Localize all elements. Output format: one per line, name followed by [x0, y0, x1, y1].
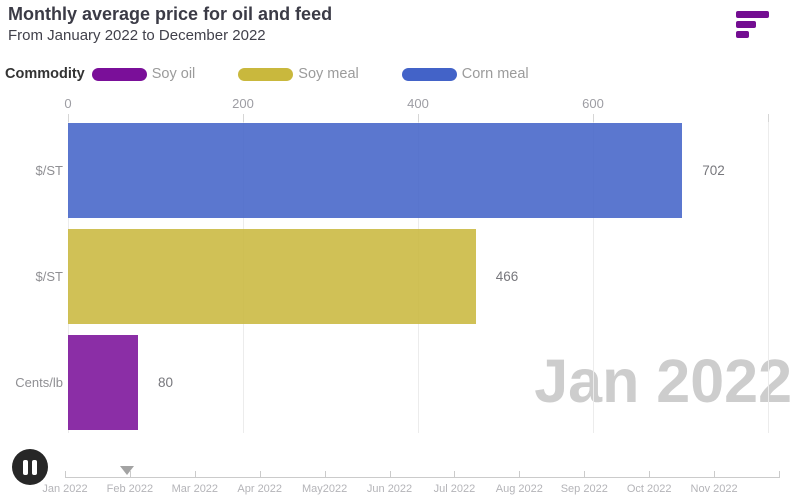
timeline-tick	[454, 471, 456, 478]
corn-meal-swatch	[401, 67, 457, 81]
axis-tick-label: 400	[407, 96, 429, 111]
legend-item-soy-oil[interactable]: Soy oil	[91, 66, 196, 82]
timeline-tick	[194, 471, 196, 478]
timeline-month-label: Apr 2022	[237, 483, 283, 495]
bar-soy-oil[interactable]	[68, 335, 138, 430]
timeline-tick	[584, 471, 586, 478]
soy-oil-swatch	[91, 67, 147, 81]
timeline-month-label: Jan 2022	[42, 483, 88, 495]
timeline-month-label: Mar 2022	[171, 483, 219, 495]
timeline-month-label: Feb 2022	[106, 483, 154, 495]
timeline-month-label: Jun 2022	[366, 483, 413, 495]
timeline-tick	[714, 471, 716, 478]
value-label: 466	[495, 269, 519, 284]
timeline-track[interactable]	[65, 477, 779, 478]
value-label: 702	[702, 163, 725, 178]
page-title: Monthly average price for oil and feed	[8, 4, 333, 24]
axis-tick	[593, 114, 594, 122]
timeline-tick	[649, 471, 651, 478]
timeline-month-label: May2022	[301, 483, 348, 495]
category-label: Cents/lb	[15, 375, 63, 390]
timeline-month-label: Nov 2022	[690, 483, 738, 495]
timeline-month-label: Jul 2022	[433, 483, 476, 495]
timeline-tick	[324, 471, 326, 478]
axis-tick	[768, 114, 769, 122]
axis-tick	[418, 114, 419, 122]
soy-meal-swatch	[238, 67, 294, 81]
bar-soy-meal[interactable]	[68, 229, 476, 324]
axis-tick-label: 600	[582, 96, 604, 111]
timeline-month-label: Aug 2022	[495, 483, 543, 495]
pause-button[interactable]	[12, 449, 48, 485]
pause-icon	[32, 459, 37, 475]
logo-bar	[736, 11, 769, 18]
axis-tick-label: 0	[64, 96, 72, 111]
bar-corn-meal[interactable]	[68, 123, 683, 218]
value-label: 80	[158, 375, 174, 390]
legend-label: Soy oil	[151, 66, 196, 82]
legend-item-soy-meal[interactable]: Soy meal	[238, 66, 359, 82]
category-label: $/ST	[35, 269, 63, 284]
logo-bar	[736, 31, 749, 38]
current-frame-watermark: Jan 2022	[534, 347, 792, 415]
timeline-tick	[259, 471, 261, 478]
timeline-tick	[389, 471, 391, 478]
category-label: $/ST	[35, 163, 63, 178]
pause-icon	[23, 459, 28, 475]
flourish-logo-icon[interactable]	[736, 11, 770, 41]
axis-tick-label: 200	[232, 96, 254, 111]
gridline	[593, 122, 594, 433]
bar-row-soy-meal: $/ST 466	[0, 229, 796, 324]
legend-label: Corn meal	[461, 66, 529, 82]
timeline-tick	[779, 471, 780, 478]
timeline-slider-handle[interactable]	[120, 466, 135, 475]
timeline-month-label: Sep 2022	[560, 483, 608, 495]
logo-bar	[736, 21, 756, 28]
bar-row-corn-meal: $/ST 702	[0, 123, 796, 218]
gridline	[768, 122, 769, 433]
page-subtitle: From January 2022 to December 2022	[8, 27, 266, 44]
timeline-tick	[519, 471, 521, 478]
timeline-month-label: Oct 2022	[626, 483, 672, 495]
legend: Commodity Soy oil Soy meal Corn meal	[5, 65, 572, 83]
timeline-tick	[65, 471, 66, 478]
axis-tick	[243, 114, 244, 122]
legend-label: Soy meal	[298, 66, 359, 82]
legend-item-corn-meal[interactable]: Corn meal	[401, 66, 529, 82]
bar-row-soy-oil: Cents/lb 80	[0, 335, 796, 430]
axis-tick	[68, 114, 69, 122]
legend-title: Commodity	[5, 66, 85, 82]
